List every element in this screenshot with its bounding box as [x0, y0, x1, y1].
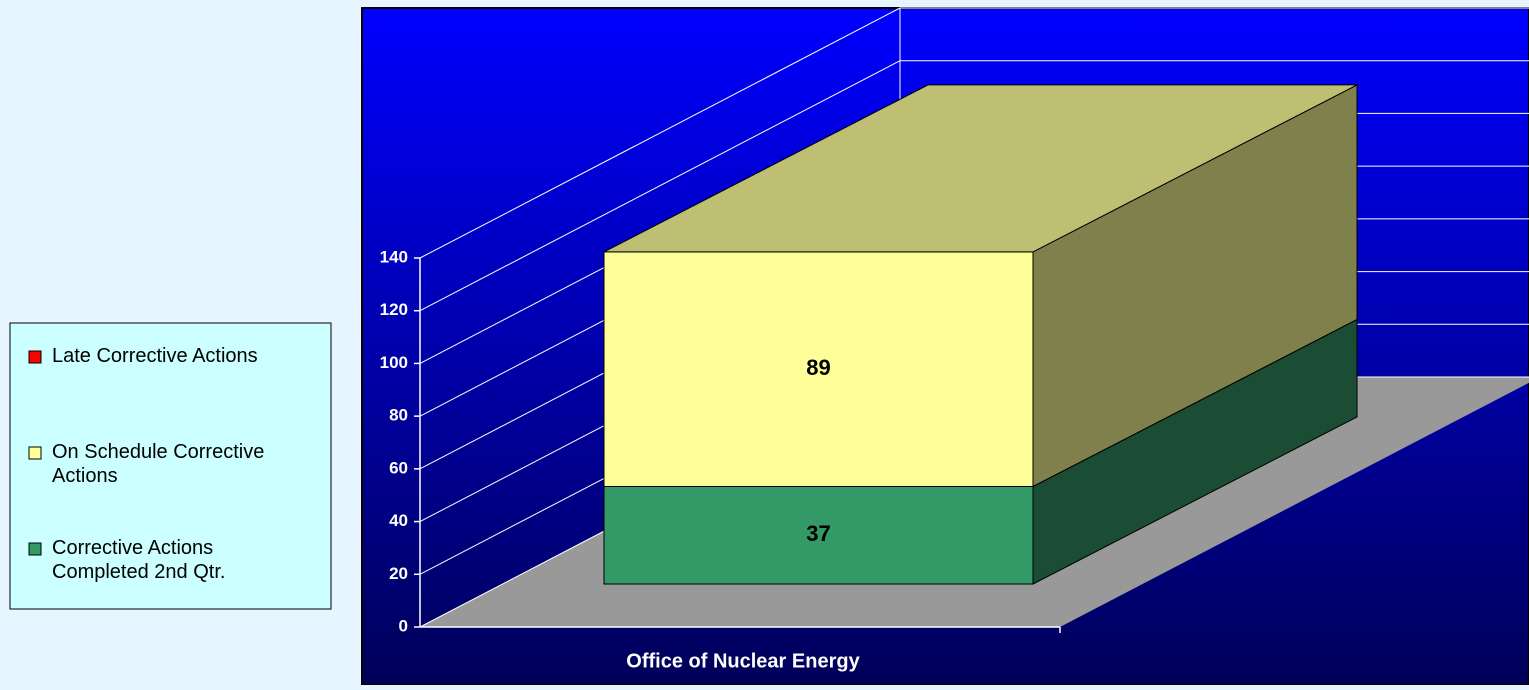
value-label: 37: [806, 521, 830, 546]
y-tick-label: 100: [380, 353, 408, 372]
y-tick-label: 80: [389, 406, 408, 425]
y-tick-label: 0: [399, 616, 408, 635]
y-tick-label: 20: [389, 564, 408, 583]
x-tick-label: Office of Nuclear Energy: [626, 650, 860, 672]
legend-label: On Schedule Corrective Actions: [52, 441, 264, 487]
bar-segment: [603, 251, 1034, 487]
bar-segment: [603, 485, 1034, 585]
legend-box: [9, 322, 332, 610]
legend-swatch: [28, 446, 42, 460]
value-label: 89: [806, 355, 830, 380]
grid-line: [419, 7, 901, 259]
y-tick-label: 140: [380, 247, 408, 266]
legend-label: Corrective Actions Completed 2nd Qtr.: [52, 537, 225, 583]
bar-top: [603, 84, 1358, 253]
y-tick-label: 60: [389, 458, 408, 477]
legend-swatch: [28, 350, 42, 364]
legend: Late Corrective Actions On Schedule Corre…: [28, 345, 264, 583]
y-tick-label: 40: [389, 511, 408, 530]
legend-label: Late Corrective Actions: [52, 345, 258, 367]
y-tick-label: 120: [380, 300, 408, 319]
legend-swatch: [28, 542, 42, 556]
grid-line: [419, 60, 901, 312]
plot: 0 20 40 60 80 100 120 140 Office of Nuclear Ener…: [380, 7, 1529, 672]
